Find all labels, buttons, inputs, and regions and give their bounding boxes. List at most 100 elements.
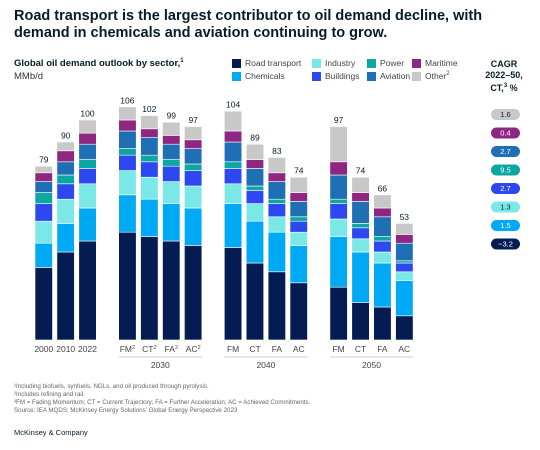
bar-segment-industry: [56, 198, 75, 224]
footnote-1: ¹Including biofuels, synfuels, NGLs, and…: [14, 383, 209, 390]
bar-segment-buildings: [34, 203, 53, 222]
bar-segment-industry: [140, 176, 159, 200]
cagr-header-line2: 2022–50,: [485, 70, 523, 80]
legend-item-power: Power: [367, 58, 412, 68]
category-label: 2010: [56, 344, 75, 354]
bar-segment-road-transport: [289, 282, 308, 341]
category-label: 2000: [34, 344, 53, 354]
category-label: CT: [249, 344, 260, 354]
legend-swatch: [367, 58, 376, 68]
bar-segment-road-transport: [78, 240, 97, 341]
bar-segment-industry: [184, 185, 203, 209]
footnote-3: ³FM = Fading Momentum; CT = Current Traj…: [14, 399, 311, 406]
bar-segment-power: [245, 185, 264, 191]
bar-segment-maritime: [78, 132, 97, 145]
bar-segment-other: [118, 106, 137, 121]
bar-segment-maritime: [245, 159, 264, 169]
bar-segment-other: [267, 157, 286, 174]
bar-segment-industry: [289, 231, 308, 246]
footnote-source: Source: IEA MQDS; McKinsey Energy Soluti…: [14, 407, 238, 414]
cagr-value: 1.6: [500, 110, 510, 119]
bar-segment-aviation: [245, 168, 264, 187]
bar-segment-road-transport: [184, 245, 203, 341]
bar-segment-road-transport: [162, 240, 181, 341]
bar-segment-aviation: [78, 143, 97, 160]
legend-item-road-transport: Road transport: [232, 58, 312, 68]
legend-swatch: [232, 58, 241, 68]
bar-segment-industry: [78, 183, 97, 209]
cagr-pill: [491, 164, 520, 176]
bar-segment-buildings: [267, 203, 286, 218]
bar-segment-maritime: [289, 192, 308, 202]
legend-swatch: [232, 71, 241, 81]
legend-swatch: [367, 71, 376, 81]
bar-segment-power: [118, 148, 137, 156]
bar-segment-buildings: [184, 170, 203, 187]
category-footnote-mark: 2: [175, 345, 178, 351]
subtitle-text: Global oil demand outlook by sector,: [14, 58, 181, 70]
category-label: FA: [272, 344, 283, 354]
bar-total-label: 89: [250, 133, 260, 143]
cagr-value: 1.5: [500, 221, 510, 230]
cagr-header: CAGR 2022–50, CT,3 %: [476, 59, 532, 94]
category-label: FA2: [165, 344, 178, 354]
bar-total-label: 90: [61, 131, 71, 141]
unit-label: MMb/d: [14, 71, 44, 82]
bar-segment-chemicals: [34, 242, 53, 268]
category-footnote-mark: 2: [153, 345, 156, 351]
cagr-value: 0.4: [500, 129, 510, 138]
bar-segment-maritime: [184, 139, 203, 149]
legend-item-industry: Industry: [312, 58, 367, 68]
bar-segment-chemicals: [184, 207, 203, 246]
bar-segment-chemicals: [373, 262, 392, 308]
cagr-pill: [491, 146, 520, 157]
bar-segment-aviation: [56, 161, 75, 176]
bar-segment-aviation: [267, 181, 286, 200]
cagr-pill: [491, 201, 520, 213]
legend-item-chemicals: Chemicals: [232, 71, 312, 81]
publisher-name: McKinsey & Company: [14, 428, 88, 437]
bar-segment-aviation: [351, 201, 370, 224]
bar-segment-aviation: [162, 143, 181, 160]
legend-label: Road transport: [245, 58, 302, 68]
bar-total-label: 102: [142, 104, 156, 114]
bar-segment-aviation: [395, 242, 414, 262]
cagr-value: −3.2: [498, 240, 513, 249]
bar-segment-aviation: [140, 137, 159, 156]
bar-segment-other: [78, 119, 97, 134]
category-label: AC: [398, 344, 410, 354]
bar-segment-power: [78, 159, 97, 169]
bar-segment-industry: [224, 183, 243, 204]
bar-segment-other: [184, 126, 203, 141]
bar-total-label: 97: [188, 115, 198, 125]
bar-segment-road-transport: [373, 306, 392, 341]
bar-segment-chemicals: [395, 280, 414, 317]
bar-segment-other: [34, 165, 53, 174]
cagr-pill: [491, 127, 520, 139]
bar-segment-buildings: [56, 183, 75, 200]
bar-total-label: 100: [80, 109, 94, 119]
bar-segment-maritime: [329, 161, 348, 176]
bar-segment-buildings: [224, 168, 243, 185]
bar-segment-aviation: [184, 148, 203, 165]
bar-segment-power: [351, 223, 370, 229]
bar-segment-chemicals: [329, 236, 348, 288]
bar-segment-industry: [162, 181, 181, 204]
category-label: FM2: [120, 344, 135, 354]
bar-segment-power: [329, 198, 348, 204]
bar-segment-buildings: [245, 190, 264, 204]
bar-segment-chemicals: [289, 245, 308, 284]
bar-segment-other: [245, 143, 264, 160]
bar-total-label: 74: [356, 166, 366, 176]
bar-segment-power: [140, 154, 159, 163]
bar-segment-road-transport: [329, 286, 348, 341]
bar-segment-road-transport: [267, 271, 286, 341]
bar-segment-other: [162, 121, 181, 136]
category-label: AC: [293, 344, 305, 354]
bar-segment-buildings: [118, 154, 137, 171]
cagr-pill: [491, 238, 520, 250]
cagr-header-unit: %: [507, 83, 518, 93]
cagr-pill: [491, 220, 520, 231]
footnote-2: ²Includes refining and rail.: [14, 391, 85, 398]
bar-segment-industry: [329, 218, 348, 237]
